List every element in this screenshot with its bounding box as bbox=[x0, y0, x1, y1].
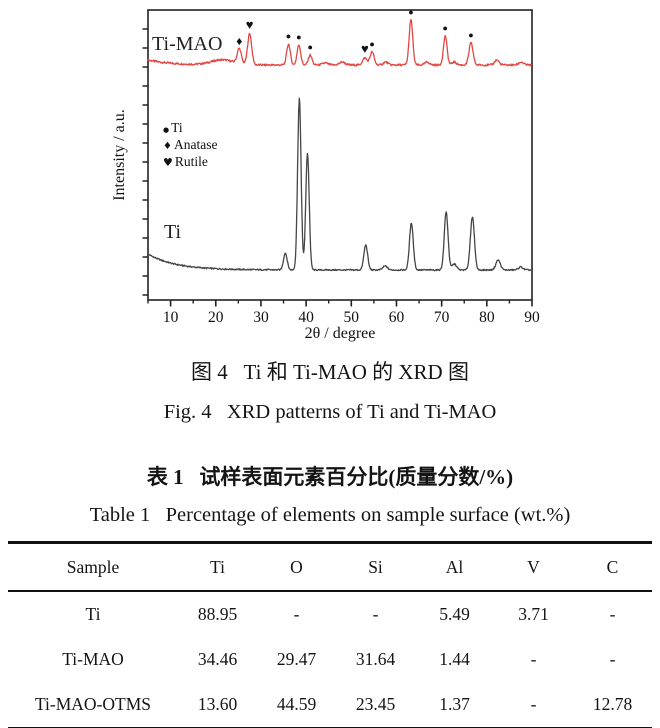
cell-sample: Ti-MAO bbox=[62, 649, 124, 669]
legend-item-anatase: ♦ Anatase bbox=[163, 137, 217, 152]
table-row-ti-mao-otms: Ti-MAO-OTMS 13.60 44.59 23.45 1.37 - 12.… bbox=[8, 682, 652, 728]
x-axis-label: 2θ / degree bbox=[305, 325, 376, 342]
cell-value: 88.95 bbox=[197, 604, 238, 624]
cell-value: - bbox=[293, 604, 300, 624]
table-caption-en: Table 1 Percentage of elements on sample… bbox=[89, 504, 571, 526]
x-tick-label: 70 bbox=[434, 309, 450, 326]
cell-value: 23.45 bbox=[355, 694, 396, 714]
table-row-ti: Ti 88.95 - - 5.49 3.71 - bbox=[8, 591, 652, 637]
figure-caption-en: Fig. 4 XRD patterns of Ti and Ti-MAO bbox=[163, 401, 497, 423]
col-header-sample: Sample bbox=[8, 542, 178, 592]
peak-marker: ● bbox=[468, 30, 473, 40]
cell-value: 1.37 bbox=[439, 694, 470, 714]
peak-marker: ● bbox=[408, 7, 413, 17]
peak-marker: ● bbox=[296, 32, 301, 42]
xrd-figure: 10 20 30 40 50 60 70 80 90 Ti-MAO ♦ ♥ ● ● ● ♥ ● ● ● ● Ti ● Ti ♦… bbox=[0, 0, 660, 348]
peak-marker: ● bbox=[369, 39, 374, 49]
col-header-ti: Ti bbox=[178, 542, 257, 592]
peak-marker: ● bbox=[286, 31, 291, 41]
cell-value: - bbox=[609, 649, 616, 669]
elements-table: Sample Ti O Si Al V C Ti 88.95 - - 5.49 … bbox=[8, 541, 652, 728]
xrd-curve-ti-mao bbox=[147, 18, 533, 67]
col-header-si: Si bbox=[336, 542, 415, 592]
legend-item-ti: ● Ti bbox=[163, 120, 183, 135]
x-tick-label: 40 bbox=[298, 309, 314, 326]
x-tick-label: 30 bbox=[253, 309, 269, 326]
cell-value: - bbox=[530, 694, 537, 714]
x-tick-label: 10 bbox=[163, 309, 179, 326]
x-tick-label: 50 bbox=[344, 309, 360, 326]
x-tick-label: 80 bbox=[479, 309, 495, 326]
cell-value: 3.71 bbox=[518, 604, 549, 624]
cell-value: 1.44 bbox=[439, 649, 470, 669]
x-tick-label: 60 bbox=[389, 309, 405, 326]
col-header-o: O bbox=[257, 542, 336, 592]
x-tick-label: 90 bbox=[524, 309, 540, 326]
peak-marker: ♥ bbox=[246, 17, 254, 32]
series-label-ti-mao: Ti-MAO bbox=[152, 33, 222, 55]
y-axis-label: Intensity / a.u. bbox=[111, 109, 128, 201]
peak-marker: ● bbox=[443, 23, 448, 33]
cell-value: 5.49 bbox=[439, 604, 470, 624]
cell-sample: Ti bbox=[85, 604, 101, 624]
peak-marker: ● bbox=[307, 42, 312, 52]
cell-value: 31.64 bbox=[355, 649, 396, 669]
cell-value: 44.59 bbox=[276, 694, 317, 714]
cell-value: 29.47 bbox=[276, 649, 317, 669]
cell-value: - bbox=[530, 649, 537, 669]
xrd-curve-ti bbox=[147, 97, 532, 272]
cell-value: - bbox=[372, 604, 379, 624]
cell-value: 34.46 bbox=[197, 649, 238, 669]
col-header-al: Al bbox=[415, 542, 494, 592]
legend-item-rutile: ♥ Rutile bbox=[163, 154, 208, 169]
table-caption-zh: 表 1 试样表面元素百分比(质量分数/%) bbox=[146, 465, 514, 489]
peak-marker: ♥ bbox=[361, 41, 369, 56]
cell-value: - bbox=[609, 604, 616, 624]
table-row-ti-mao: Ti-MAO 34.46 29.47 31.64 1.44 - - bbox=[8, 637, 652, 682]
col-header-c: C bbox=[573, 542, 652, 592]
cell-sample: Ti-MAO-OTMS bbox=[34, 694, 152, 714]
cell-value: 12.78 bbox=[592, 694, 633, 714]
figure-caption-zh: 图 4 Ti 和 Ti-MAO 的 XRD 图 bbox=[191, 360, 469, 384]
table-header-row: Sample Ti O Si Al V C bbox=[8, 542, 652, 592]
col-header-v: V bbox=[494, 542, 573, 592]
series-label-ti: Ti bbox=[164, 221, 182, 243]
plot-border bbox=[147, 9, 533, 301]
peak-marker: ♦ bbox=[236, 34, 242, 48]
cell-value: 13.60 bbox=[197, 694, 238, 714]
x-tick-label: 20 bbox=[208, 309, 224, 326]
